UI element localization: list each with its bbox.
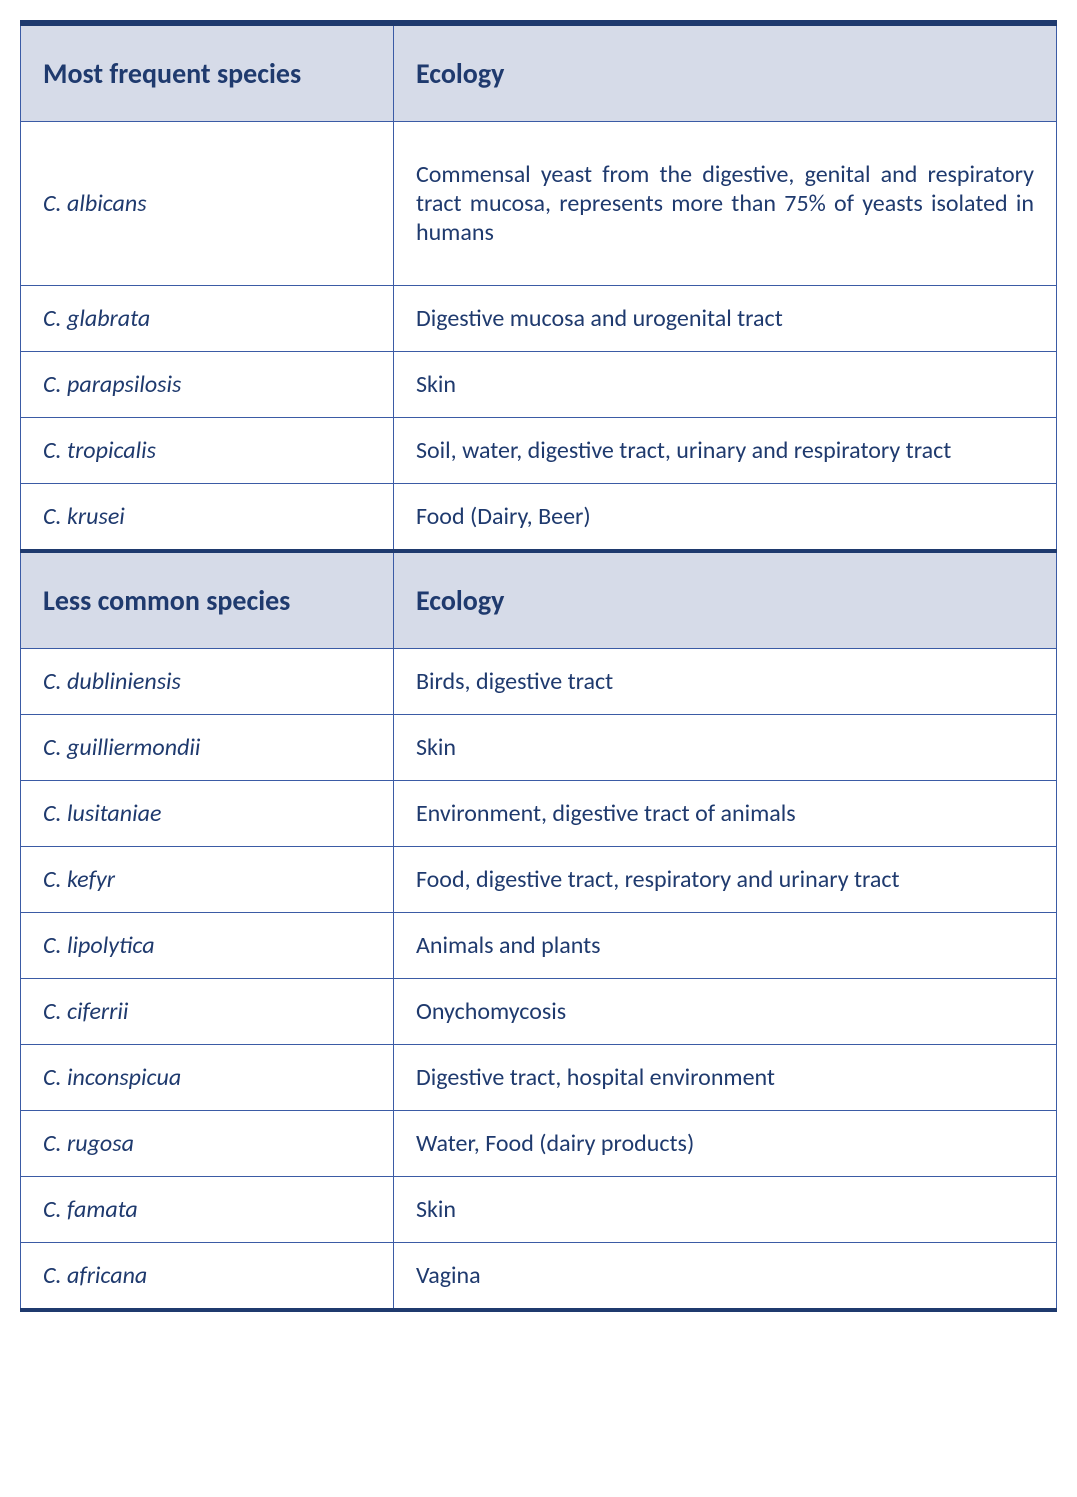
species-cell: C. albicans xyxy=(21,122,394,286)
table-row: C. tropicalis Soil, water, digestive tra… xyxy=(21,418,1057,484)
species-cell: C. parapsilosis xyxy=(21,352,394,418)
species-ecology-table: Most frequent species Ecology C. albican… xyxy=(20,20,1057,1312)
species-cell: C. rugosa xyxy=(21,1111,394,1177)
ecology-cell: Environment, digestive tract of animals xyxy=(393,781,1056,847)
species-cell: C. tropicalis xyxy=(21,418,394,484)
ecology-cell: Food (Dairy, Beer) xyxy=(393,484,1056,552)
ecology-cell: Onychomycosis xyxy=(393,979,1056,1045)
ecology-cell: Birds, digestive tract xyxy=(393,649,1056,715)
species-cell: C. lipolytica xyxy=(21,913,394,979)
table-row: C. famata Skin xyxy=(21,1177,1057,1243)
ecology-cell: Digestive mucosa and urogenital tract xyxy=(393,286,1056,352)
table-row: C. africana Vagina xyxy=(21,1243,1057,1311)
ecology-cell: Digestive tract, hospital environment xyxy=(393,1045,1056,1111)
header-ecology: Ecology xyxy=(393,551,1056,649)
species-cell: C. krusei xyxy=(21,484,394,552)
species-cell: C. ciferrii xyxy=(21,979,394,1045)
table-row: C. guilliermondii Skin xyxy=(21,715,1057,781)
table-row: C. glabrata Digestive mucosa and urogeni… xyxy=(21,286,1057,352)
species-cell: C. glabrata xyxy=(21,286,394,352)
ecology-cell: Skin xyxy=(393,715,1056,781)
ecology-cell: Animals and plants xyxy=(393,913,1056,979)
table-row: C. kefyr Food, digestive tract, respirat… xyxy=(21,847,1057,913)
table-row: C. ciferrii Onychomycosis xyxy=(21,979,1057,1045)
species-cell: C. famata xyxy=(21,1177,394,1243)
species-ecology-table-wrapper: Most frequent species Ecology C. albican… xyxy=(20,20,1057,1312)
table-row: C. krusei Food (Dairy, Beer) xyxy=(21,484,1057,552)
header-species: Less common species xyxy=(21,551,394,649)
ecology-cell: Commensal yeast from the digestive, geni… xyxy=(393,122,1056,286)
species-cell: C. lusitaniae xyxy=(21,781,394,847)
species-cell: C. inconspicua xyxy=(21,1045,394,1111)
section-header-row: Less common species Ecology xyxy=(21,551,1057,649)
ecology-cell: Skin xyxy=(393,1177,1056,1243)
section-header-row: Most frequent species Ecology xyxy=(21,23,1057,122)
table-row: C. inconspicua Digestive tract, hospital… xyxy=(21,1045,1057,1111)
ecology-cell: Water, Food (dairy products) xyxy=(393,1111,1056,1177)
species-cell: C. africana xyxy=(21,1243,394,1311)
table-row: C. dubliniensis Birds, digestive tract xyxy=(21,649,1057,715)
table-row: C. albicans Commensal yeast from the dig… xyxy=(21,122,1057,286)
table-row: C. parapsilosis Skin xyxy=(21,352,1057,418)
ecology-cell: Soil, water, digestive tract, urinary an… xyxy=(393,418,1056,484)
table-row: C. rugosa Water, Food (dairy products) xyxy=(21,1111,1057,1177)
species-cell: C. kefyr xyxy=(21,847,394,913)
species-cell: C. dubliniensis xyxy=(21,649,394,715)
table-row: C. lipolytica Animals and plants xyxy=(21,913,1057,979)
ecology-cell: Skin xyxy=(393,352,1056,418)
header-species: Most frequent species xyxy=(21,23,394,122)
ecology-cell: Vagina xyxy=(393,1243,1056,1311)
table-row: C. lusitaniae Environment, digestive tra… xyxy=(21,781,1057,847)
header-ecology: Ecology xyxy=(393,23,1056,122)
species-cell: C. guilliermondii xyxy=(21,715,394,781)
ecology-cell: Food, digestive tract, respiratory and u… xyxy=(393,847,1056,913)
